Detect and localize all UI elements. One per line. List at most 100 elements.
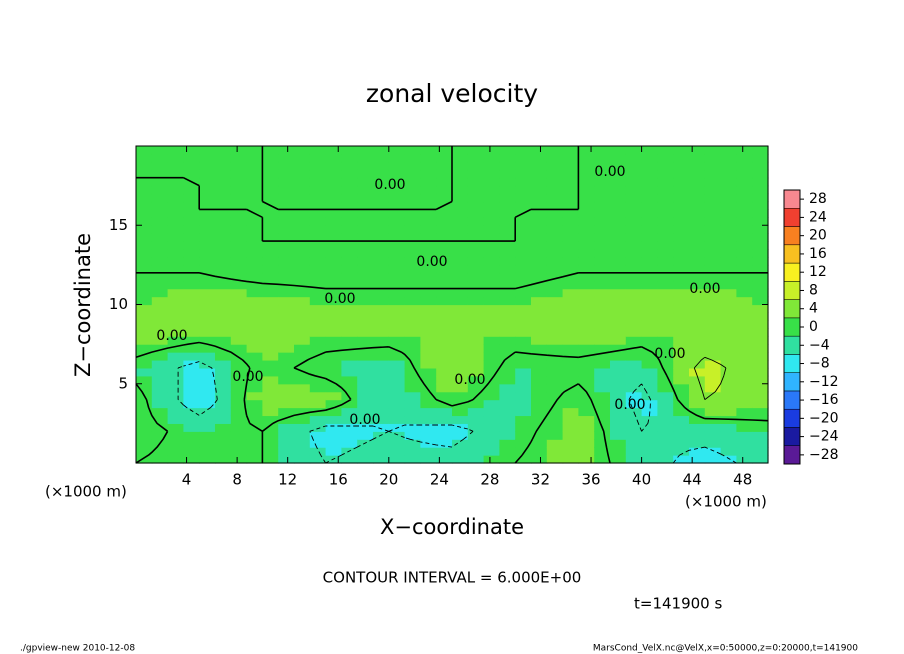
field-cell [546, 161, 564, 171]
field-cell [704, 256, 722, 266]
field-cell [341, 359, 358, 369]
field-cell [689, 249, 706, 258]
field-cell [720, 304, 737, 314]
field-cell [641, 304, 658, 314]
field-cell [499, 431, 516, 440]
field-cell [641, 336, 658, 345]
field-cell [625, 169, 643, 179]
field-cell [215, 209, 232, 218]
field-cell [388, 431, 406, 440]
field-cell [294, 193, 311, 203]
field-cell [610, 439, 627, 448]
field-cell [657, 272, 674, 282]
field-cell [594, 431, 611, 440]
field-cell [136, 455, 153, 464]
field-cell [436, 209, 453, 218]
field-cell [278, 312, 295, 321]
field-cell [673, 296, 690, 306]
field-cell [230, 344, 248, 353]
contour-interval: CONTOUR INTERVAL = 6.000E+00 [323, 569, 582, 587]
field-cell [594, 336, 611, 345]
field-cell [625, 320, 643, 329]
field-cell [136, 415, 153, 424]
field-cell [515, 328, 532, 337]
field-cell [246, 217, 263, 226]
field-cell [309, 383, 327, 393]
field-cell [625, 146, 643, 155]
field-cell [325, 399, 342, 409]
field-cell [294, 383, 311, 393]
field-cell [720, 407, 737, 417]
field-cell [246, 455, 263, 464]
colorbar-frame [783, 189, 801, 465]
field-cell [215, 320, 232, 329]
field-cell [499, 375, 516, 385]
field-cell [704, 415, 722, 424]
field-cell [388, 185, 406, 195]
field-cell [610, 153, 627, 163]
field-cell [436, 439, 453, 448]
field-cell [136, 185, 153, 195]
field-cell [373, 185, 390, 195]
field-cell [246, 161, 263, 171]
field-cell [720, 336, 737, 345]
field-cell [483, 407, 500, 417]
field-cell [309, 352, 327, 361]
field-cell [215, 391, 232, 401]
field-cell [151, 193, 169, 203]
field-cell [136, 336, 153, 345]
field-cell [467, 423, 485, 432]
field-cell [309, 233, 327, 242]
field-cell [625, 296, 643, 306]
field-cell [452, 288, 469, 298]
field-cell [404, 344, 421, 353]
field-cell [467, 249, 485, 258]
field-cell [230, 185, 248, 195]
field-cell [151, 391, 169, 401]
field-cell [499, 153, 516, 163]
field-cell [373, 304, 390, 314]
x-tick-label: 12 [278, 471, 297, 489]
field-cell [373, 288, 390, 298]
field-cell [720, 328, 737, 337]
field-cell [436, 296, 453, 306]
field-cell [610, 264, 627, 274]
field-cell [610, 407, 627, 417]
field-cell [499, 201, 516, 210]
field-cell [625, 249, 643, 258]
field-cell [499, 146, 516, 155]
field-cell [262, 193, 279, 203]
field-cell [357, 407, 374, 417]
field-cell [625, 383, 643, 393]
field-cell [562, 169, 579, 179]
field-cell [136, 177, 153, 187]
field-cell [467, 439, 485, 448]
field-cell [515, 423, 532, 432]
field-cell [309, 447, 327, 456]
field-cell [341, 367, 358, 377]
field-cell [357, 423, 374, 432]
field-cell [294, 320, 311, 329]
field-cell [167, 193, 184, 203]
field-cell [452, 272, 469, 282]
field-cell [436, 415, 453, 424]
field-cell [657, 415, 674, 424]
field-cell [562, 241, 579, 250]
field-cell [388, 415, 406, 424]
x-axis-label: X−coordinate [380, 515, 524, 539]
field-cell [657, 193, 674, 203]
field-cell [452, 415, 469, 424]
field-cell [483, 241, 500, 250]
field-cell [278, 177, 295, 187]
field-cell [641, 423, 658, 432]
contour-label: 0.00 [454, 372, 485, 388]
field-cell [262, 399, 279, 409]
field-cell [388, 201, 406, 210]
field-cell [404, 256, 421, 266]
field-cell [309, 391, 327, 401]
field-cell [357, 225, 374, 234]
field-cell [673, 249, 690, 258]
field-cell [515, 161, 532, 171]
field-cell [452, 344, 469, 353]
field-cell [673, 328, 690, 337]
